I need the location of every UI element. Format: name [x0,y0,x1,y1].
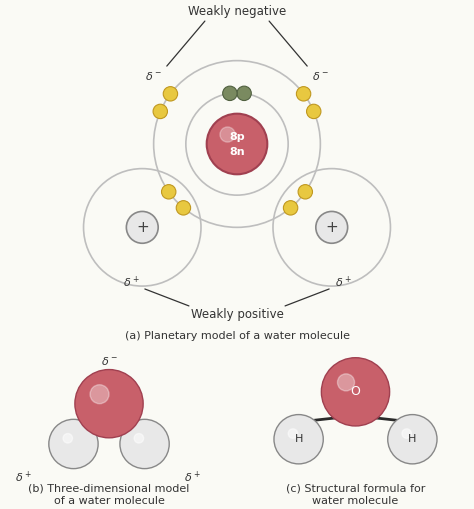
Text: $\delta^+$: $\delta^+$ [335,275,351,290]
Text: (c) Structural formula for
water molecule: (c) Structural formula for water molecul… [286,484,425,505]
Text: 8p: 8p [229,132,245,142]
Text: (a) Planetary model of a water molecule: (a) Planetary model of a water molecule [125,331,349,341]
Circle shape [120,419,169,469]
Text: $\delta^+$: $\delta^+$ [183,469,201,485]
Circle shape [207,114,267,174]
Circle shape [162,185,176,199]
Circle shape [163,87,178,101]
Text: $\delta^-$: $\delta^-$ [145,70,162,82]
Circle shape [220,127,235,142]
Circle shape [134,434,144,443]
Circle shape [274,415,323,464]
Text: $\delta^-$: $\delta^-$ [100,355,118,367]
Text: H: H [294,434,303,444]
Circle shape [153,104,167,119]
Circle shape [49,419,98,469]
Text: 8n: 8n [229,147,245,157]
Text: Weakly negative: Weakly negative [188,5,286,18]
Circle shape [307,104,321,119]
Circle shape [283,201,298,215]
Circle shape [127,211,158,243]
Circle shape [90,385,109,404]
Circle shape [337,374,355,391]
Circle shape [63,434,73,443]
Circle shape [176,201,191,215]
Circle shape [388,415,437,464]
Circle shape [288,429,298,438]
Circle shape [402,429,411,438]
Circle shape [75,370,143,438]
Circle shape [321,358,390,426]
Circle shape [296,87,311,101]
Circle shape [237,86,251,101]
Text: +: + [136,220,149,235]
Circle shape [223,86,237,101]
Circle shape [298,185,312,199]
Text: O: O [351,385,360,399]
Text: +: + [325,220,338,235]
Text: (b) Three-dimensional model
of a water molecule: (b) Three-dimensional model of a water m… [28,484,190,505]
Text: $\delta^+$: $\delta^+$ [123,275,139,290]
Text: Weakly positive: Weakly positive [191,308,283,321]
Text: $\delta^-$: $\delta^-$ [312,70,329,82]
Circle shape [316,211,347,243]
Text: $\delta^+$: $\delta^+$ [15,469,32,485]
Text: H: H [408,434,417,444]
